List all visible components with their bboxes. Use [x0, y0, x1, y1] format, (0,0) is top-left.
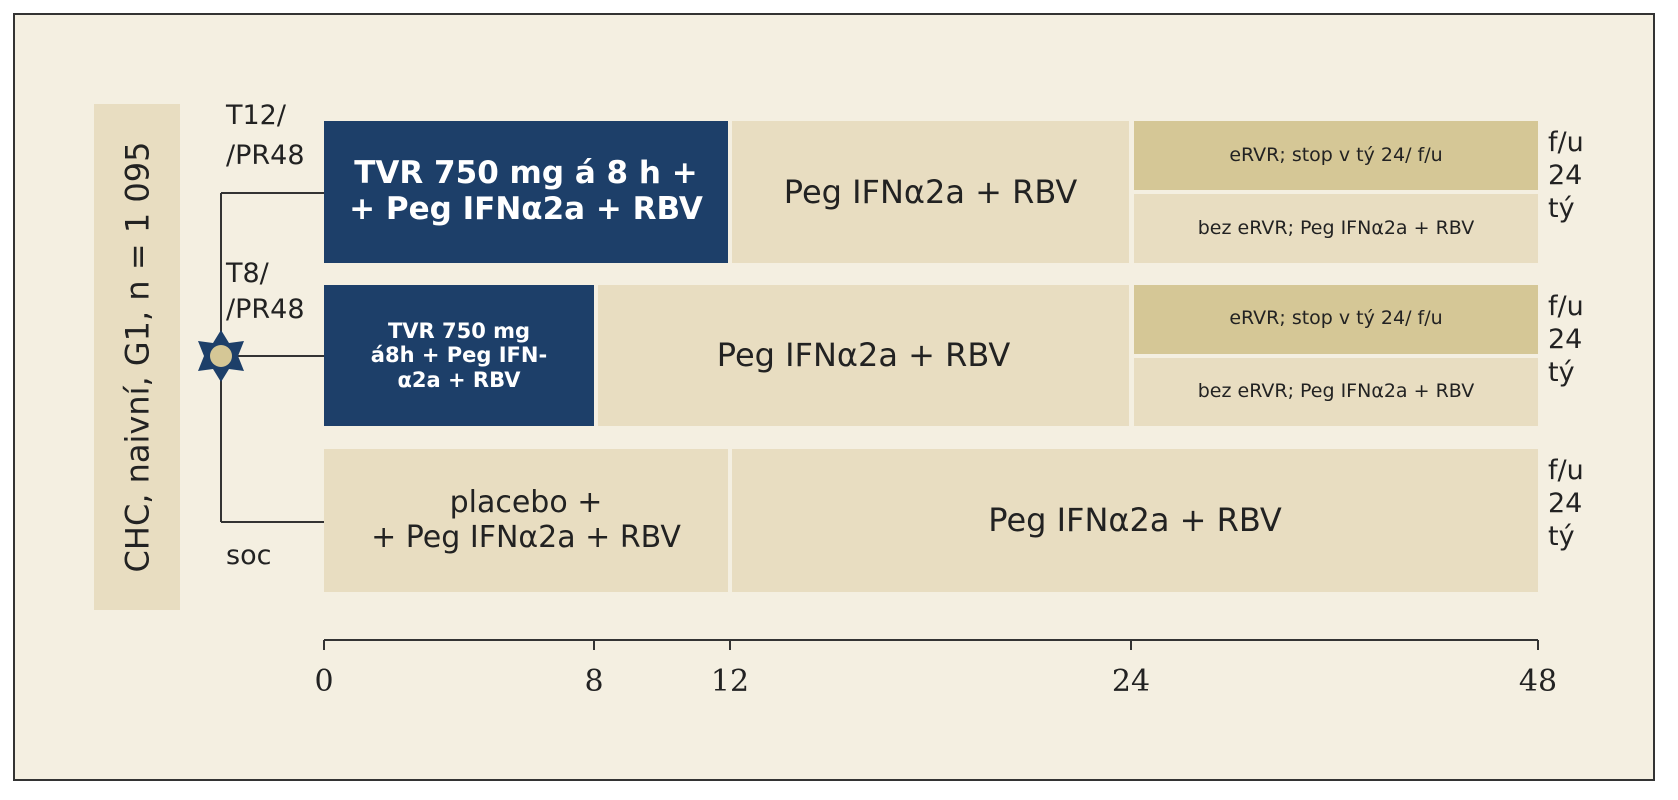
followup-label: f/u 24 tý	[1548, 455, 1584, 554]
arm-label: T12/	[226, 100, 286, 131]
axis-tick-label: 8	[584, 664, 604, 699]
phase-box: Peg IFNα2a + RBV	[732, 449, 1538, 592]
axis-tick-label: 12	[710, 664, 750, 699]
axis-tick-label: 24	[1111, 664, 1151, 699]
text-line: tý	[1548, 192, 1575, 224]
phase-box: TVR 750 mg á8h + Peg IFN-α2a + RBV	[324, 285, 594, 426]
text-line: f/u	[1548, 455, 1584, 486]
followup-label: f/u 24 tý	[1548, 291, 1584, 390]
text-line: f/u	[1548, 127, 1584, 158]
text-line: á8h + Peg IFN-	[370, 343, 548, 368]
text-line: Peg IFNα2a + RBV	[716, 336, 1011, 375]
text-line: 24	[1548, 159, 1583, 191]
text-line: TVR 750 mg	[387, 319, 531, 344]
text-line: TVR 750 mg á 8 h +	[354, 155, 698, 192]
subgroup-box: eRVR; stop v tý 24/ f/u	[1134, 285, 1538, 354]
text-line: 24	[1548, 487, 1583, 519]
arm-label: T8/	[226, 258, 269, 289]
subgroup-box: eRVR; stop v tý 24/ f/u	[1134, 121, 1538, 190]
axis-tick-label: 0	[314, 664, 334, 699]
text-line: α2a + RBV	[397, 367, 521, 392]
text-line: + Peg IFNα2a + RBV	[371, 519, 681, 555]
phase-box: Peg IFNα2a + RBV	[732, 121, 1129, 263]
phase-box: Peg IFNα2a + RBV	[598, 285, 1129, 426]
text-line: tý	[1548, 356, 1575, 388]
subgroup-box: bez eRVR; Peg IFNα2a + RBV	[1134, 194, 1538, 263]
followup-label: f/u 24 tý	[1548, 127, 1584, 226]
phase-box: placebo + + Peg IFNα2a + RBV	[324, 449, 728, 592]
subgroup-box: bez eRVR; Peg IFNα2a + RBV	[1134, 357, 1538, 426]
phase-box: TVR 750 mg á 8 h + + Peg IFNα2a + RBV	[324, 121, 728, 263]
text-line: placebo +	[449, 485, 603, 520]
text-line: Peg IFNα2a + RBV	[783, 172, 1078, 211]
arm-label: soc	[226, 540, 272, 571]
text-line: 24	[1548, 323, 1583, 355]
arm-label: /PR48	[226, 294, 305, 325]
text-line: Peg IFNα2a + RBV	[988, 501, 1282, 540]
arm-label: /PR48	[226, 140, 305, 171]
axis-tick-label: 48	[1518, 664, 1558, 699]
side-label-box: CHC, naivní, G1, n = 1 095	[94, 104, 180, 610]
text-line: + Peg IFNα2a + RBV	[349, 191, 703, 227]
text-line: tý	[1548, 520, 1575, 552]
text-line: f/u	[1548, 291, 1584, 322]
